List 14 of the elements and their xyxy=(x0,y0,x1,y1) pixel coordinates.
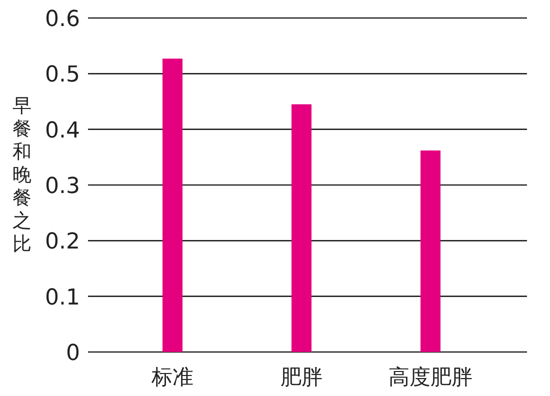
x-tick-label: 肥胖 xyxy=(280,365,322,389)
bar xyxy=(162,58,182,352)
bar xyxy=(292,104,312,352)
y-axis-title: 早餐和晚餐之比 xyxy=(12,95,32,255)
y-tick-label: 0.1 xyxy=(45,285,80,310)
x-tick-label: 标准 xyxy=(150,365,194,389)
bar xyxy=(420,150,440,352)
y-tick-label: 0.5 xyxy=(45,62,80,88)
y-tick-label: 0.4 xyxy=(45,118,80,144)
x-tick-label: 高度肥胖 xyxy=(388,365,472,389)
y-tick-label: 0.2 xyxy=(45,230,80,255)
y-tick-label: 0.3 xyxy=(45,174,80,199)
y-tick-label: 0 xyxy=(66,341,80,366)
y-tick-label: 0.6 xyxy=(45,7,80,32)
